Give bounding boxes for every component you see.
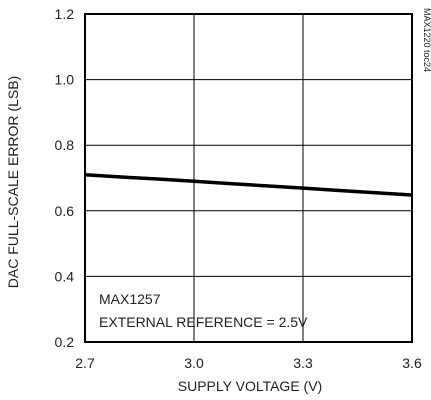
y-tick-labels: 0.2 0.4 0.6 0.8 1.0 1.2 <box>55 6 75 350</box>
plot-frame <box>84 13 413 343</box>
y-tick-label: 0.4 <box>55 268 75 284</box>
series-line <box>84 172 413 197</box>
x-axis-label: SUPPLY VOLTAGE (V) <box>178 378 322 394</box>
annotation-device: MAX1257 <box>99 291 161 307</box>
y-tick-label: 1.0 <box>55 72 75 88</box>
grid-lines <box>85 14 412 342</box>
y-axis-label: DAC FULL-SCALE ERROR (LSB) <box>5 76 21 288</box>
y-tick-label: 0.8 <box>55 137 75 153</box>
x-tick-label: 3.0 <box>184 355 204 371</box>
x-tick-label: 2.7 <box>75 355 95 371</box>
y-tick-label: 0.6 <box>55 203 75 219</box>
y-tick-label: 0.2 <box>55 334 75 350</box>
x-tick-labels: 2.7 3.0 3.3 3.6 <box>75 355 422 371</box>
figure-id-label: MAX1220 toc24 <box>422 8 431 72</box>
series-layer <box>84 172 413 197</box>
x-tick-label: 3.6 <box>402 355 422 371</box>
x-tick-label: 3.3 <box>293 355 313 371</box>
annotation-reference: EXTERNAL REFERENCE = 2.5V <box>99 314 308 330</box>
y-tick-label: 1.2 <box>55 6 75 22</box>
